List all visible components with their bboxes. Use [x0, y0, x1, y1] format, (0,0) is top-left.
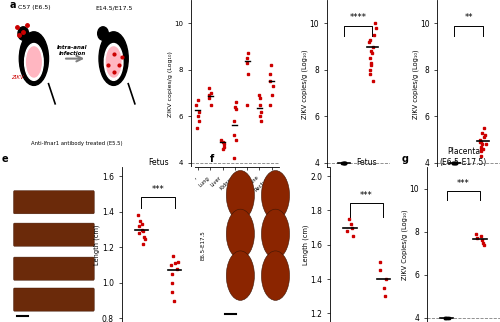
Text: ***: ***	[360, 191, 373, 200]
Text: Intra-anal
infection: Intra-anal infection	[57, 45, 88, 56]
Text: a: a	[10, 0, 16, 10]
Circle shape	[226, 171, 254, 220]
Text: ***: ***	[152, 185, 164, 194]
Text: g: g	[401, 154, 408, 164]
Ellipse shape	[26, 47, 41, 77]
Circle shape	[98, 27, 108, 40]
Circle shape	[18, 27, 28, 40]
Text: ***: ***	[457, 179, 470, 188]
Text: E14.5/E17.5: E14.5/E17.5	[95, 5, 132, 10]
Y-axis label: ZIKV copies/g (Log₁₀): ZIKV copies/g (Log₁₀)	[168, 51, 172, 117]
Text: Anti-Ifnar1 antibody treated (E5.5): Anti-Ifnar1 antibody treated (E5.5)	[30, 141, 122, 146]
Ellipse shape	[106, 47, 121, 77]
Ellipse shape	[24, 43, 43, 80]
Circle shape	[262, 171, 289, 220]
Ellipse shape	[104, 43, 123, 80]
Circle shape	[262, 209, 289, 259]
FancyBboxPatch shape	[14, 257, 94, 280]
Text: e: e	[1, 154, 8, 164]
Y-axis label: ZIKV copies/g (Log₁₀): ZIKV copies/g (Log₁₀)	[302, 49, 308, 118]
Text: ****: ****	[350, 13, 366, 22]
Circle shape	[226, 251, 254, 300]
Y-axis label: Length (cm): Length (cm)	[302, 224, 309, 265]
Y-axis label: ZIKV copies/g (Log₁₀): ZIKV copies/g (Log₁₀)	[412, 49, 418, 118]
Ellipse shape	[20, 32, 48, 85]
Circle shape	[262, 251, 289, 300]
Text: **: **	[464, 13, 473, 22]
FancyBboxPatch shape	[14, 191, 94, 214]
FancyBboxPatch shape	[14, 288, 94, 311]
Text: f: f	[210, 154, 214, 164]
FancyBboxPatch shape	[14, 223, 94, 246]
Title: Placenta
(E6.5-E17.5): Placenta (E6.5-E17.5)	[440, 147, 487, 167]
Y-axis label: ZIKV Copies/g (Log₁₀): ZIKV Copies/g (Log₁₀)	[402, 209, 408, 280]
Y-axis label: Length (cm): Length (cm)	[94, 224, 100, 265]
Title: Fetus: Fetus	[356, 158, 377, 167]
Text: C57 (E6.5): C57 (E6.5)	[18, 5, 50, 10]
Circle shape	[226, 209, 254, 259]
Text: E6.5-E17.5: E6.5-E17.5	[200, 230, 205, 260]
Text: ZIKV: ZIKV	[12, 75, 24, 80]
Ellipse shape	[99, 32, 128, 85]
Title: Fetus: Fetus	[148, 158, 169, 167]
